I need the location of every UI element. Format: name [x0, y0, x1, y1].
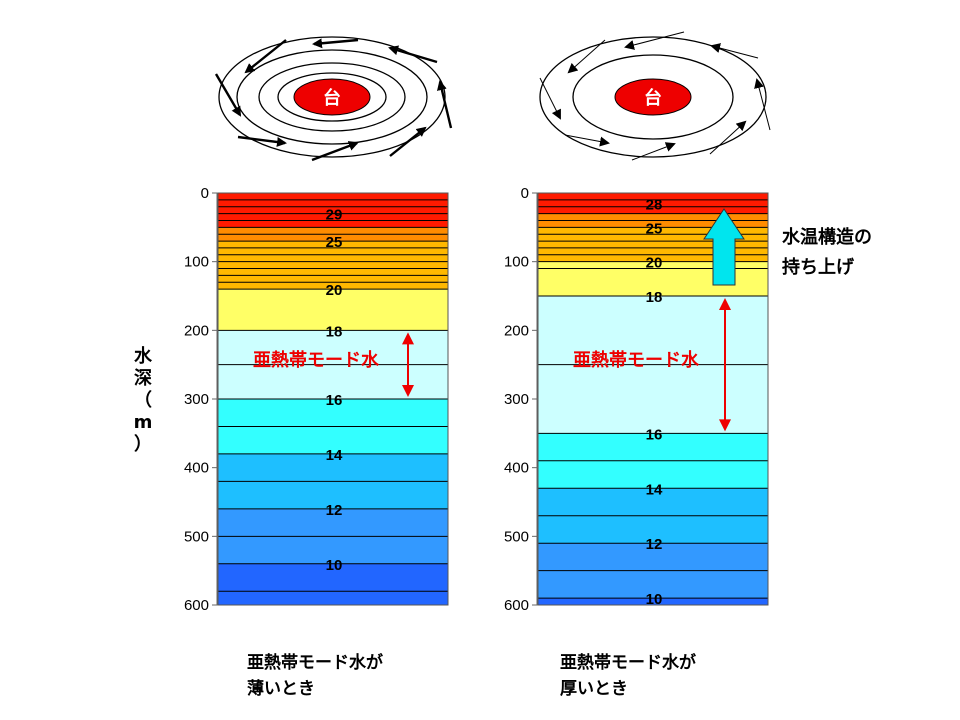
temperature-label: 25: [326, 234, 343, 251]
svg-text:水深（m）: 水深（ m）: [134, 345, 153, 455]
depth-tick-label: 300: [504, 391, 529, 408]
typhoon-eye: [293, 78, 371, 116]
temperature-column-thick: 0 100 200 300 400 500 600 28 25 20 18 16 14 12 10 亜熱帯モー…: [504, 185, 769, 614]
depth-tick-label: 400: [504, 460, 529, 477]
temperature-label: 16: [646, 426, 663, 443]
temperature-label: 29: [326, 207, 343, 224]
arrowhead-up: [719, 298, 731, 310]
temperature-label: 18: [646, 289, 663, 306]
caption-thick: 亜熱帯モード水が 厚いとき: [560, 650, 696, 702]
typhoon-isobars: [218, 36, 446, 158]
depth-tick-label: 200: [504, 322, 529, 339]
depth-tick-label: 100: [184, 254, 209, 271]
temp-layer: [538, 193, 768, 214]
depth-tick-label: 100: [504, 254, 529, 271]
depth-tick-label: 500: [184, 528, 209, 545]
wind-arrows: [539, 31, 771, 161]
temperature-label: 20: [326, 282, 343, 299]
typhoon-weak-winds: 台: [539, 31, 771, 161]
mode-water-label: 亜熱帯モード水: [253, 349, 380, 371]
temperature-label: 10: [646, 591, 663, 608]
temperature-label: 28: [646, 196, 663, 213]
caption-thick-line1: 亜熱帯モード水が: [560, 653, 696, 673]
uplift-label-line1: 水温構造の: [782, 226, 872, 248]
temp-layer: [218, 563, 448, 605]
temperature-label: 18: [326, 323, 343, 340]
temp-layer: [538, 598, 768, 605]
depth-tick-label: 600: [504, 597, 529, 614]
temperature-column-thin: 0 100 200 300 400 500 600 29 25 20 18 16 14 12 10 亜熱帯モー…: [184, 185, 449, 614]
temp-layer: [218, 193, 448, 228]
depth-tick-label: 300: [184, 391, 209, 408]
temperature-label: 12: [326, 502, 343, 519]
temp-layer: [218, 241, 448, 290]
uplift-label-line2: 持ち上げ: [782, 256, 855, 278]
depth-tick-label: 0: [521, 185, 529, 202]
typhoon-eye-label: 台: [323, 87, 341, 109]
mode-water-label: 亜熱帯モード水: [573, 349, 700, 371]
typhoon-eye-label: 台: [644, 87, 662, 109]
arrowhead-down: [719, 419, 731, 432]
wind-arrows: [214, 38, 453, 162]
uplift-arrow: [703, 208, 745, 286]
typhoon-isobars: [539, 36, 767, 158]
typhoon-strong-winds: 台: [214, 36, 453, 162]
temp-layer: [218, 289, 448, 331]
temperature-label: 14: [646, 481, 663, 498]
depth-tick-label: 200: [184, 322, 209, 339]
depth-tick-label: 500: [504, 528, 529, 545]
caption-thin-line1: 亜熱帯モード水が: [247, 653, 383, 673]
depth-tick-label: 400: [184, 460, 209, 477]
depth-tick-label: 600: [184, 597, 209, 614]
temperature-label: 10: [326, 557, 343, 574]
temperature-label: 14: [326, 447, 343, 464]
caption-thin-line2: 薄いとき: [247, 679, 315, 699]
arrowhead-down: [402, 385, 414, 397]
typhoon-eye: [614, 78, 692, 116]
caption-thick-line2: 厚いとき: [560, 679, 628, 699]
uplift-annotation: 水温構造の 持ち上げ: [703, 208, 872, 286]
temperature-label: 16: [326, 392, 343, 409]
arrowhead-up: [402, 332, 414, 345]
temperature-label: 25: [646, 220, 663, 237]
temperature-label: 20: [646, 255, 663, 272]
depth-axis-title: 水深（ m）: [134, 345, 153, 455]
caption-thin: 亜熱帯モード水が 薄いとき: [247, 650, 383, 702]
temperature-label: 12: [646, 536, 663, 553]
depth-tick-label: 0: [201, 185, 209, 202]
